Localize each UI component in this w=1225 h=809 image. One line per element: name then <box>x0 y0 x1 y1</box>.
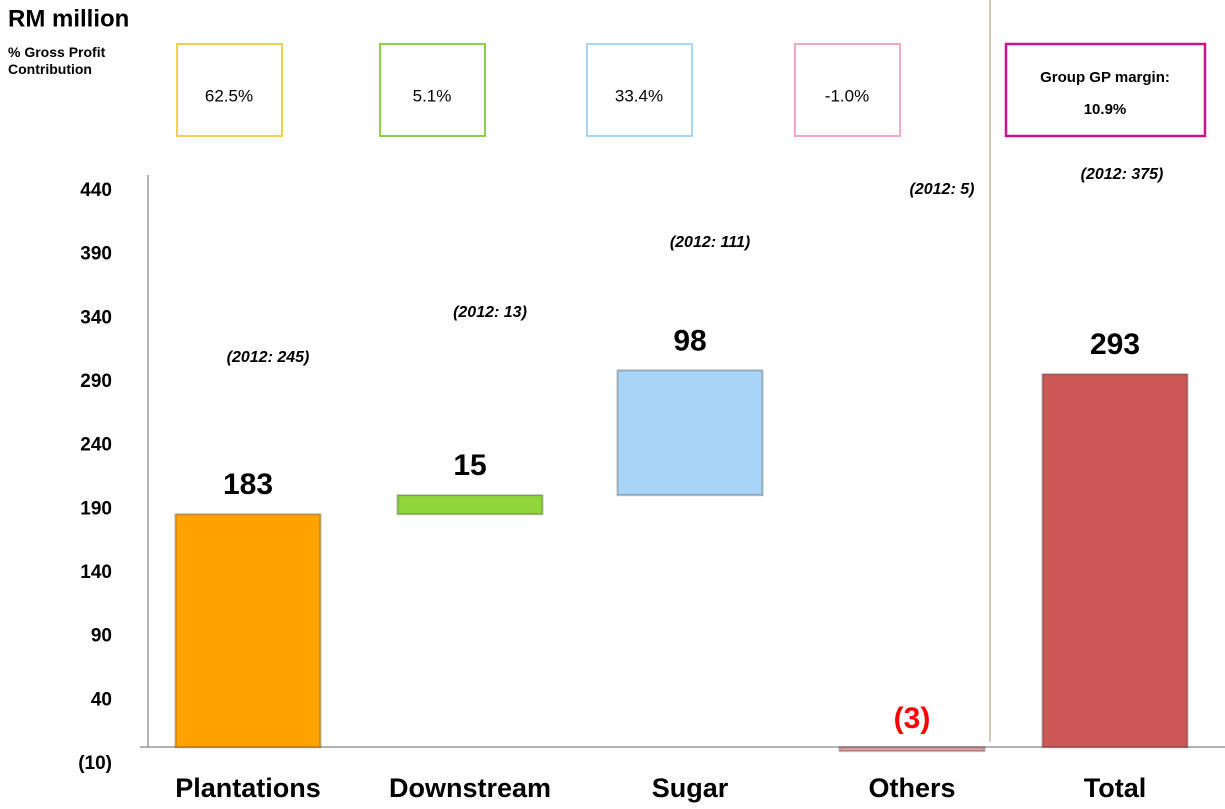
bar <box>1041 373 1189 749</box>
y-tick-label: 440 <box>80 180 112 201</box>
margin-label: Group GP margin: <box>1040 69 1170 86</box>
margin-value: 10.9% <box>1084 101 1127 118</box>
contribution-label: 33.4% <box>615 86 663 105</box>
x-tick-label: Downstream <box>389 773 551 803</box>
y-tick-label: 40 <box>91 689 112 710</box>
prior-label: (2012: 13) <box>453 304 527 321</box>
value-label: 183 <box>223 468 273 501</box>
x-tick-label: Plantations <box>175 773 321 803</box>
prior-label: (2012: 5) <box>910 181 975 198</box>
value-label: 293 <box>1090 328 1140 361</box>
y-tick-label: 290 <box>80 371 112 392</box>
y-tick-label: 140 <box>80 562 112 583</box>
bar <box>616 369 764 497</box>
y-tick-label: 240 <box>80 435 112 456</box>
y-tick-label: 90 <box>91 626 112 647</box>
bar <box>174 513 322 749</box>
value-label: 98 <box>673 324 706 357</box>
contribution-box <box>794 43 901 137</box>
bar <box>396 494 544 516</box>
prior-label: (2012: 375) <box>1081 166 1164 183</box>
value-label: 15 <box>453 449 486 482</box>
y-tick-label: 190 <box>80 498 112 519</box>
contribution-box <box>586 43 693 137</box>
contribution-label: 62.5% <box>205 86 253 105</box>
chart-title: RM million <box>8 5 129 32</box>
y-tick-label: 390 <box>80 244 112 265</box>
y-tick-label: (10) <box>78 753 112 774</box>
x-tick-label: Total <box>1084 773 1147 803</box>
prior-label: (2012: 111) <box>670 234 750 251</box>
y-tick-label: 340 <box>80 307 112 328</box>
margin-box <box>1004 42 1207 138</box>
contribution-box <box>176 43 283 137</box>
x-tick-label: Others <box>868 773 955 803</box>
x-tick-label: Sugar <box>652 773 729 803</box>
contribution-label: 5.1% <box>413 86 452 105</box>
bar <box>838 746 986 753</box>
contribution-label: -1.0% <box>825 86 869 105</box>
value-label: (3) <box>894 702 931 735</box>
contribution-box <box>379 43 486 137</box>
prior-label: (2012: 245) <box>227 349 310 366</box>
subtitle: % Gross Profit Contribution <box>8 44 106 77</box>
